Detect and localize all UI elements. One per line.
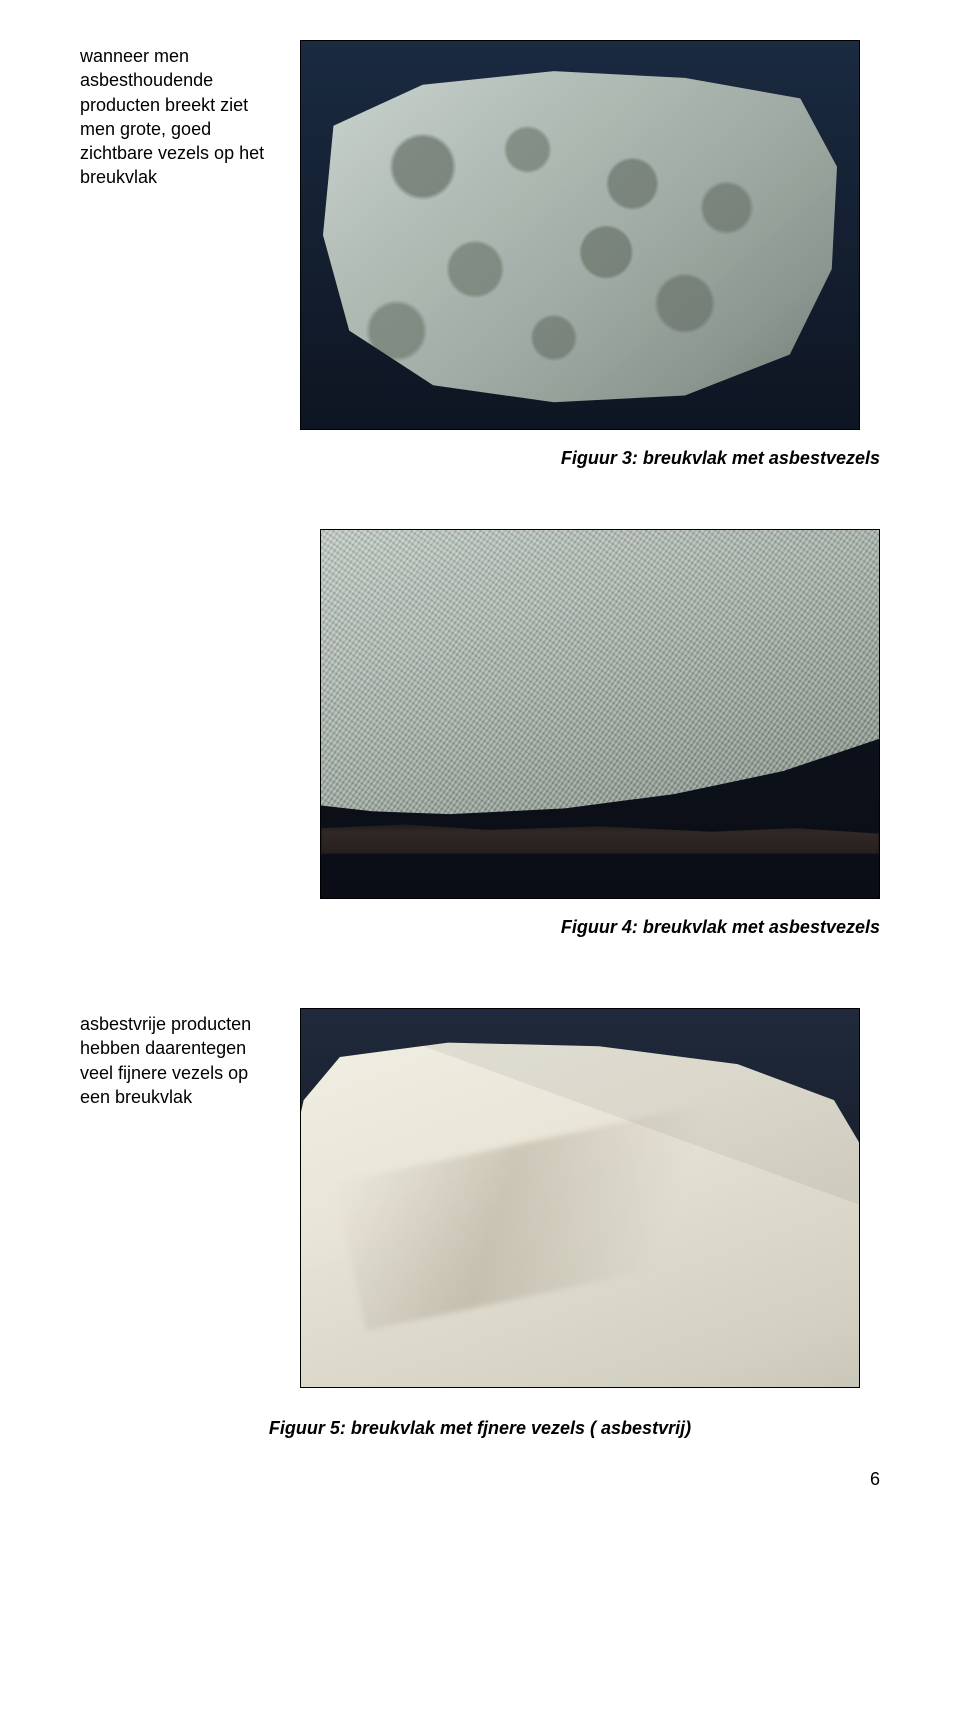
figure-5-caption: Figuur 5: breukvlak met fjnere vezels ( … xyxy=(80,1418,880,1439)
row-3: asbestvrije producten hebben daarentegen… xyxy=(80,1008,880,1388)
figure-5-image xyxy=(300,1008,860,1388)
figure-4-slab xyxy=(321,530,880,817)
figure-3-caption: Figuur 3: breukvlak met asbestvezels xyxy=(80,448,880,469)
figure-4-image xyxy=(320,529,880,899)
paragraph-2: asbestvrije producten hebben daarentegen… xyxy=(80,1008,280,1109)
figure-3-image xyxy=(300,40,860,430)
row-2 xyxy=(80,529,880,899)
figure-4-caption: Figuur 4: breukvlak met asbestvezels xyxy=(80,917,880,938)
page-number: 6 xyxy=(80,1469,880,1490)
row-1: wanneer men asbesthoudende producten bre… xyxy=(80,40,880,430)
paragraph-1: wanneer men asbesthoudende producten bre… xyxy=(80,40,280,190)
figure-3-rock xyxy=(318,64,843,405)
document-page: wanneer men asbesthoudende producten bre… xyxy=(0,0,960,1530)
figure-4-sediment xyxy=(321,817,879,854)
